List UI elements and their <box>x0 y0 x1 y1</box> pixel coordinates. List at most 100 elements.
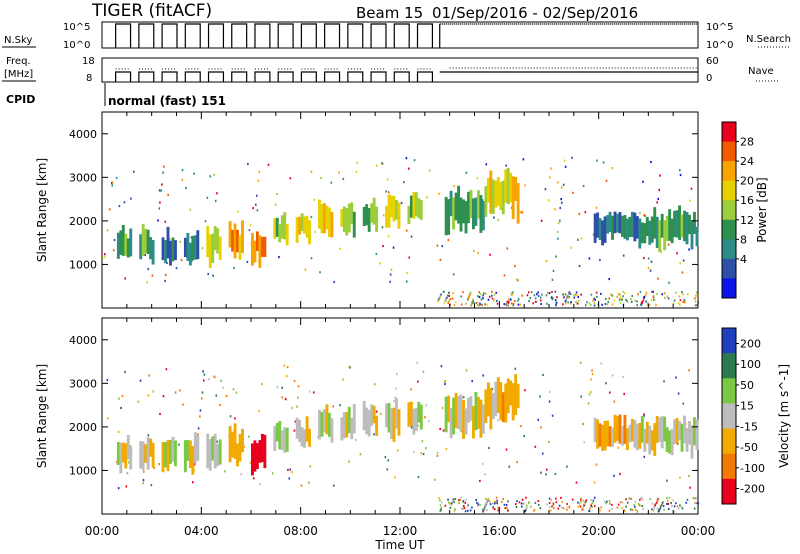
ground-scatter <box>528 300 530 303</box>
ground-scatter <box>447 301 450 304</box>
power-colorbar: 28 24 20 16 12 8 4 <box>721 121 754 299</box>
scatter-point <box>257 179 260 182</box>
ground-scatter <box>446 296 448 299</box>
echo-cell <box>375 415 379 436</box>
power-cbar-swatch <box>722 258 736 279</box>
echo-cell <box>174 440 177 467</box>
ground-scatter <box>663 292 666 295</box>
echo-cell <box>263 236 267 257</box>
echo-cell <box>218 236 222 260</box>
y-tick-label: 3000 <box>69 377 97 390</box>
ground-scatter <box>695 291 698 294</box>
scatter-point <box>619 472 621 476</box>
ground-scatter <box>625 505 627 508</box>
scatter-point <box>381 162 383 165</box>
nsky-pulse <box>416 23 434 48</box>
scatter-point <box>157 219 159 222</box>
scatter-point <box>197 427 200 430</box>
ground-scatter <box>666 295 669 298</box>
echo-cell <box>305 215 309 238</box>
scatter-point <box>548 390 551 394</box>
ground-scatter <box>653 298 655 301</box>
scatter-point <box>384 456 387 459</box>
scatter-point <box>388 191 390 194</box>
ground-scatter <box>507 500 509 503</box>
scatter-point <box>416 380 419 383</box>
scatter-point <box>182 403 184 406</box>
scatter-point <box>256 209 259 212</box>
ground-scatter <box>492 506 494 509</box>
scatter-point <box>193 172 195 175</box>
scatter-point <box>663 380 665 383</box>
scatter-point <box>375 164 378 167</box>
y-tick-label: 3000 <box>69 171 97 184</box>
ground-scatter <box>465 302 467 305</box>
scatter-point <box>539 395 541 398</box>
ground-scatter <box>509 298 512 301</box>
ground-scatter <box>444 299 447 302</box>
scatter-point <box>389 273 392 276</box>
ground-scatter <box>494 500 496 503</box>
echo-cell <box>444 396 448 433</box>
echo-cell <box>236 229 239 253</box>
ground-scatter <box>462 291 464 294</box>
ground-scatter <box>652 290 654 293</box>
ground-scatter <box>555 303 557 306</box>
echo-cell <box>670 218 674 244</box>
echo-cell <box>496 377 500 413</box>
ground-scatter <box>482 294 484 297</box>
scatter-point <box>497 218 499 221</box>
scatter-point <box>296 405 298 408</box>
scatter-point <box>387 235 390 238</box>
scatter-point <box>167 193 169 196</box>
echo-cell <box>367 409 371 437</box>
ground-scatter <box>491 297 494 300</box>
power-cbar-swatch <box>722 122 736 143</box>
echo-cell <box>320 411 324 437</box>
ground-scatter <box>562 507 565 510</box>
ground-scatter <box>584 304 587 307</box>
scatter-point <box>444 382 446 386</box>
ground-scatter <box>694 502 696 505</box>
ground-scatter <box>534 297 537 300</box>
x-tick-label: 16:00 <box>482 524 517 538</box>
ground-scatter <box>522 502 525 505</box>
ground-scatter <box>670 502 673 505</box>
echo-cell <box>665 215 669 241</box>
echo-cell <box>238 235 242 260</box>
echo-cell <box>352 211 356 238</box>
scatter-point <box>373 383 376 386</box>
echo-cell <box>412 192 416 219</box>
ground-scatter <box>537 294 540 297</box>
scatter-point <box>453 185 455 188</box>
ground-scatter <box>462 504 465 507</box>
echo-cell <box>119 230 123 255</box>
scatter-point <box>199 415 201 418</box>
ground-scatter <box>539 296 542 299</box>
echo-cell <box>390 408 393 439</box>
echo-cell <box>186 439 190 461</box>
ground-scatter <box>590 504 593 507</box>
echo-cell <box>678 421 682 441</box>
scatter-point <box>288 477 291 480</box>
freq-pulse <box>207 71 225 82</box>
ground-scatter <box>539 507 542 510</box>
ground-scatter <box>484 303 486 306</box>
echo-cell <box>174 240 177 261</box>
scatter-point <box>472 249 475 252</box>
echo-cell <box>385 403 388 428</box>
ground-scatter <box>628 497 631 500</box>
scatter-point <box>342 177 345 181</box>
ground-scatter <box>438 297 441 300</box>
ground-scatter <box>458 498 460 501</box>
scatter-point <box>524 389 526 392</box>
scatter-point <box>522 158 525 161</box>
scatter-point <box>550 167 552 170</box>
echo-cell <box>608 211 612 233</box>
scatter-point <box>309 465 312 468</box>
ground-scatter <box>512 303 515 306</box>
freq-pulse <box>184 71 201 82</box>
scatter-point <box>442 429 445 432</box>
ground-scatter <box>472 299 474 302</box>
echo-cell <box>390 195 393 218</box>
